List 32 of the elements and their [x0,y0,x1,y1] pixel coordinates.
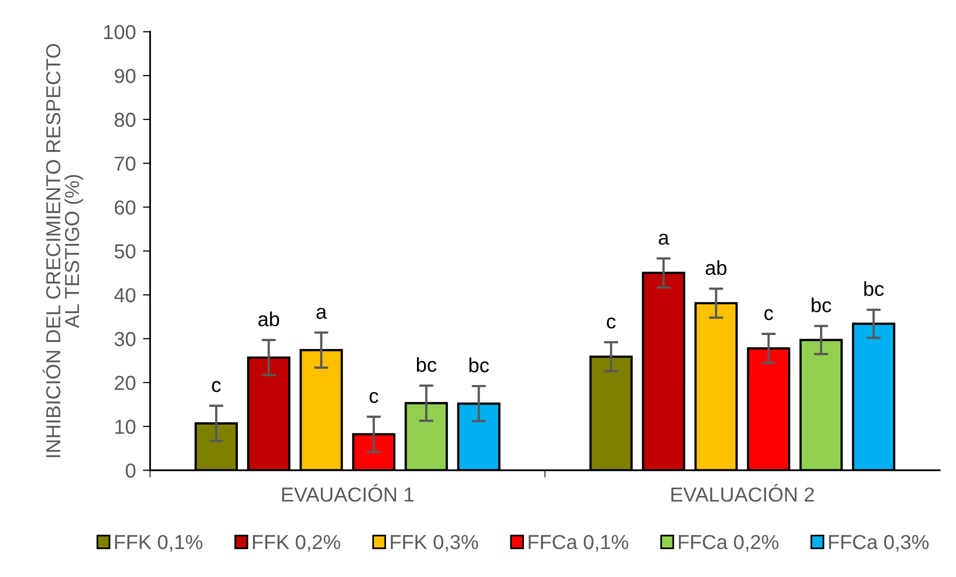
y-tick-label: 10 [115,420,136,434]
y-axis-title: INHIBICIÓN DEL CRECIMIENTO RESPECTO AL TESTIGO (%) [42,44,84,458]
x-tick-label: EVALUACIÓN 2 [671,484,814,502]
data-label: c [370,392,378,404]
y-tick-label: 0 [126,463,136,478]
legend-label: FFK 0,1% [115,534,202,552]
data-label: bc [864,281,884,296]
y-tick-label: 100 [104,24,136,40]
data-label: a [316,308,327,319]
y-tick-label: 20 [114,376,136,390]
y-tick-label: 80 [114,112,136,127]
y-tick-label: 50 [114,244,136,258]
legend-label: FFCa 0,1% [528,534,628,552]
legend-label: FFK 0,2% [253,534,340,552]
data-label: c [606,317,616,329]
data-label: a [658,234,670,245]
y-tick-label: 60 [114,200,136,215]
x-tick-label: EVAUACIÓN 1 [282,484,414,502]
data-label: c [764,309,774,320]
y-tick-label: 70 [114,156,136,171]
y-tick-label: 30 [114,332,136,346]
data-label: bc [469,358,489,372]
data-label: bc [416,357,436,372]
y-tick-label: 40 [114,288,136,302]
legend-label: FFCa 0,2% [678,534,778,552]
data-label: ab [706,260,726,276]
legend-label: FFCa 0,3% [829,534,929,552]
data-label: ab [258,312,280,326]
y-tick-label: 90 [114,68,136,84]
data-label: c [212,381,221,392]
legend-label: FFK 0,3% [390,534,478,552]
data-label: bc [812,297,832,312]
